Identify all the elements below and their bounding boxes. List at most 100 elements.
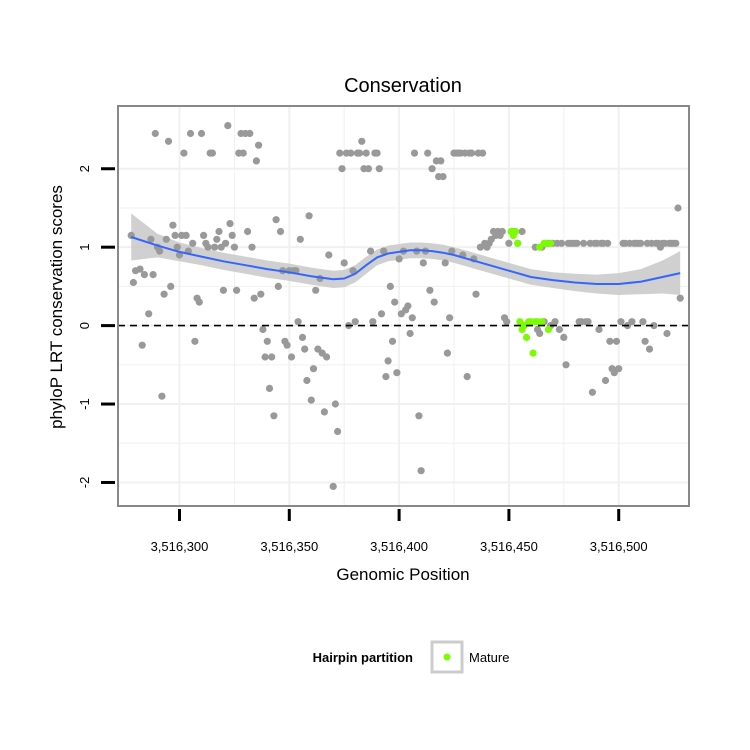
point-other	[362, 149, 370, 157]
point-other	[584, 318, 592, 326]
point-other	[404, 302, 412, 310]
x-tick-label: 3,516,400	[370, 539, 428, 554]
y-tick-label: 1	[77, 244, 92, 251]
point-other	[612, 337, 621, 345]
point-other	[573, 239, 581, 247]
point-other	[555, 325, 564, 334]
point-mature	[547, 239, 555, 247]
point-other	[182, 231, 190, 239]
point-other	[331, 400, 339, 408]
point-other	[518, 227, 526, 236]
point-other	[169, 221, 177, 229]
point-other	[239, 149, 247, 157]
point-other	[349, 267, 357, 275]
point-other	[233, 286, 241, 294]
point-other	[441, 259, 449, 267]
legend-label-mature: Mature	[469, 650, 509, 665]
point-other	[674, 204, 682, 212]
x-tick-label: 3,516,300	[151, 539, 209, 554]
point-other	[369, 318, 377, 326]
point-other	[551, 318, 559, 326]
point-other	[160, 290, 168, 298]
point-other	[443, 349, 451, 357]
point-other	[367, 247, 375, 255]
point-other	[158, 392, 166, 400]
grid	[118, 106, 689, 506]
point-other	[287, 353, 296, 361]
y-tick-label: 2	[77, 165, 92, 172]
point-other	[252, 157, 260, 165]
point-other	[151, 129, 159, 138]
point-other	[356, 149, 364, 157]
chart-title: Conservation	[344, 75, 462, 97]
point-other	[358, 137, 366, 145]
point-other	[204, 243, 212, 251]
point-other	[424, 149, 432, 157]
point-other	[224, 122, 232, 130]
x-tick-label: 3,516,450	[480, 539, 538, 554]
point-other	[164, 137, 173, 145]
point-other	[650, 322, 658, 330]
point-other	[373, 149, 381, 157]
point-other	[248, 243, 256, 251]
point-other	[410, 149, 419, 157]
point-mature	[522, 333, 531, 341]
point-other	[672, 239, 680, 247]
point-mature	[538, 318, 546, 326]
point-other	[472, 290, 480, 298]
point-other	[503, 318, 511, 326]
point-other	[296, 235, 304, 243]
point-other	[250, 294, 258, 302]
point-other	[437, 157, 445, 165]
point-other	[377, 310, 386, 318]
point-other	[386, 282, 394, 290]
point-other	[325, 251, 333, 259]
point-other	[663, 329, 671, 338]
point-other	[338, 165, 346, 173]
point-other	[219, 286, 227, 294]
point-other	[408, 314, 416, 322]
point-other	[580, 239, 588, 247]
point-other	[628, 318, 636, 326]
point-other	[145, 310, 153, 318]
point-other	[595, 325, 603, 334]
point-other	[274, 282, 282, 290]
point-other	[255, 141, 263, 149]
x-axis-title: Genomic Position	[336, 565, 469, 584]
point-other	[215, 227, 223, 236]
point-other	[393, 369, 401, 377]
y-axis-title: phyloP LRT conservation scores	[47, 185, 66, 429]
legend-key-mature-dot	[443, 653, 451, 661]
point-other	[388, 337, 397, 345]
point-mature	[544, 325, 553, 334]
point-other	[213, 235, 221, 243]
x-tick-label: 3,516,500	[590, 539, 648, 554]
point-other	[588, 388, 597, 396]
point-other	[270, 412, 278, 420]
point-other	[334, 427, 342, 436]
point-other	[208, 149, 216, 157]
legend: Hairpin partition Mature	[313, 640, 509, 674]
point-other	[364, 165, 372, 173]
point-other	[173, 243, 181, 251]
point-other	[426, 286, 434, 294]
point-other	[276, 227, 285, 236]
point-other	[309, 365, 318, 373]
point-other	[211, 243, 219, 251]
point-other	[323, 353, 331, 361]
point-other	[320, 408, 328, 416]
point-other	[138, 341, 146, 349]
point-other	[615, 365, 623, 373]
point-other	[637, 239, 645, 247]
point-other	[417, 467, 425, 475]
point-other	[505, 239, 513, 247]
point-other	[197, 129, 206, 138]
point-other	[428, 165, 436, 173]
point-other	[246, 129, 254, 138]
point-other	[140, 271, 148, 279]
point-other	[171, 231, 179, 239]
point-other	[186, 129, 195, 138]
point-other	[395, 255, 403, 263]
point-other	[560, 333, 568, 341]
